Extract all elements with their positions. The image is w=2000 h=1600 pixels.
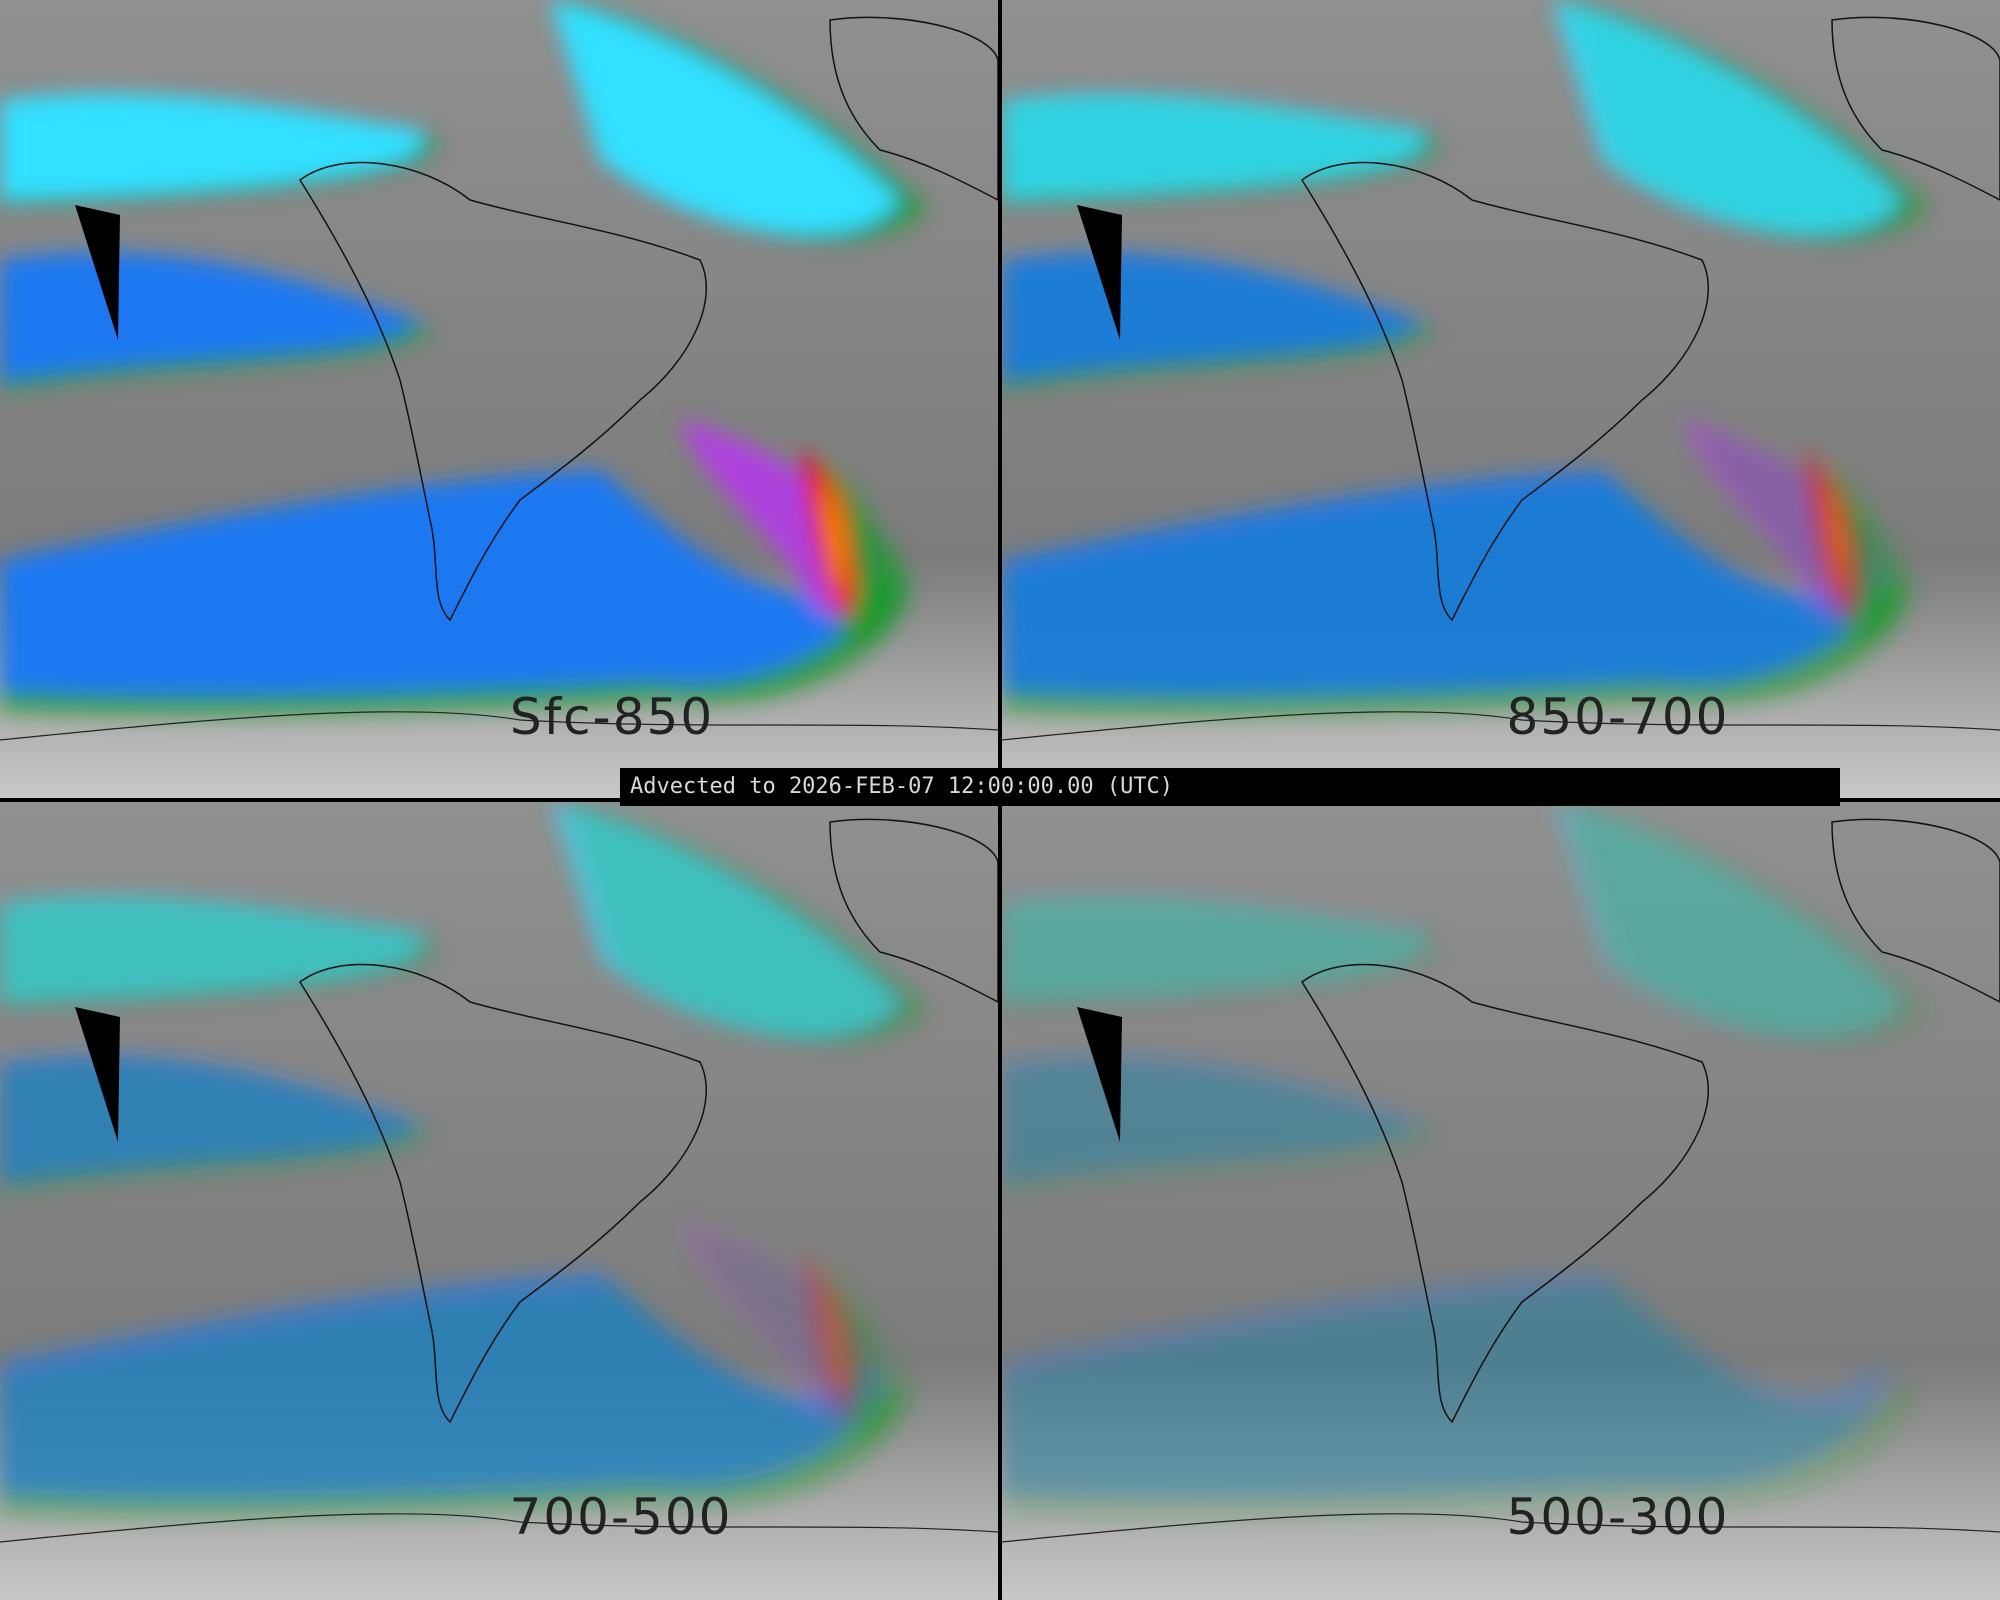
map-canvas: [0, 802, 998, 1600]
timestamp-bar: Advected to 2026-FEB-07 12:00:00.00 (UTC…: [620, 768, 1840, 806]
timestamp-text: Advected to 2026-FEB-07 12:00:00.00 (UTC…: [630, 774, 1174, 799]
panel-label: 500-300: [1506, 1488, 1730, 1546]
panel-label: 700-500: [509, 1488, 733, 1546]
panel-700-500: [0, 802, 998, 1600]
panel-label: Sfc-850: [509, 688, 715, 746]
panel-sfc-850: [0, 0, 998, 798]
panel-500-300: [1002, 802, 2000, 1600]
map-canvas: [1002, 0, 2000, 798]
panel-850-700: [1002, 0, 2000, 798]
map-canvas: [1002, 802, 2000, 1600]
panel-label: 850-700: [1506, 688, 1730, 746]
map-canvas: [0, 0, 998, 798]
